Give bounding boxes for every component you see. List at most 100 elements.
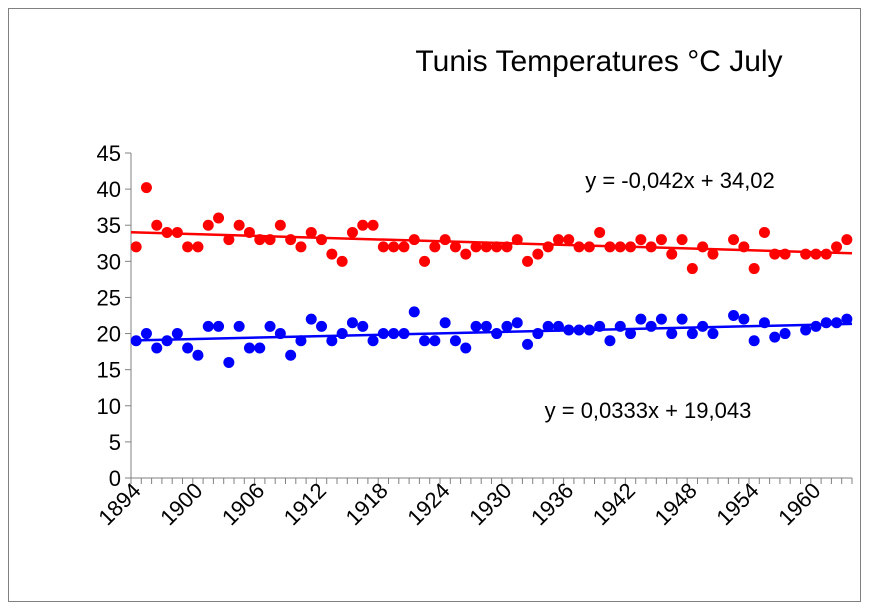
data-point-blue (130, 335, 142, 347)
data-point-blue (367, 335, 379, 347)
y-tick-label: 25 (97, 285, 121, 310)
data-point-blue (645, 320, 657, 332)
data-point-blue (841, 313, 853, 325)
data-point-blue (213, 320, 225, 332)
data-point-red (140, 182, 152, 194)
data-point-red (367, 219, 379, 231)
data-point-red (676, 234, 688, 246)
data-point-blue (470, 320, 482, 332)
data-point-blue (625, 328, 637, 340)
data-point-red (552, 234, 564, 246)
data-point-red (655, 234, 667, 246)
data-point-blue (388, 328, 400, 340)
data-point-blue (573, 324, 585, 336)
data-point-red (707, 248, 719, 260)
data-point-blue (326, 335, 338, 347)
data-point-red (501, 241, 513, 253)
data-point-blue (604, 335, 616, 347)
x-tick-label: 1948 (650, 478, 702, 530)
data-point-red (491, 241, 503, 253)
data-point-blue (182, 342, 194, 354)
data-point-blue (563, 324, 575, 336)
x-tick-label: 1900 (155, 478, 207, 530)
data-point-blue (728, 310, 740, 321)
data-point-red (820, 248, 832, 260)
data-point-red (182, 241, 194, 253)
data-point-red (336, 255, 348, 267)
data-point-red (223, 234, 235, 246)
data-points (130, 182, 853, 368)
data-point-blue (831, 317, 843, 329)
data-point-red (686, 263, 698, 275)
data-point-blue (583, 324, 595, 336)
data-point-red (563, 234, 575, 246)
data-point-red (697, 241, 709, 253)
x-tick-label: 1906 (217, 478, 269, 530)
data-point-blue (552, 320, 564, 332)
data-point-red (161, 226, 173, 238)
x-tick-label: 1918 (341, 478, 393, 530)
data-point-blue (316, 320, 328, 332)
y-axis-ticks: 0 5 10 15 20 25 30 35 40 45 (97, 141, 131, 491)
data-point-red (800, 248, 812, 260)
y-tick-label: 15 (97, 358, 121, 383)
data-point-red (243, 226, 255, 238)
data-point-red (542, 241, 554, 253)
data-point-red (151, 219, 163, 231)
data-point-blue (738, 313, 750, 325)
data-point-red (810, 248, 822, 260)
data-point-blue (274, 328, 286, 340)
data-point-red (254, 234, 266, 246)
data-point-blue (511, 317, 523, 329)
y-tick-label: 0 (109, 466, 121, 491)
data-point-blue (192, 349, 204, 361)
data-point-red (233, 219, 245, 231)
data-point-blue (594, 320, 606, 332)
data-point-blue (223, 356, 235, 368)
data-point-red (614, 241, 626, 253)
data-point-red (460, 248, 472, 260)
data-point-red (449, 241, 461, 253)
data-point-blue (686, 328, 698, 340)
data-point-blue (429, 335, 441, 347)
data-point-blue (748, 335, 760, 347)
data-point-blue (254, 342, 266, 354)
y-tick-label: 10 (97, 394, 121, 419)
x-tick-label: 1894 (93, 478, 145, 530)
data-point-blue (336, 328, 348, 340)
data-point-red (635, 234, 647, 246)
data-point-blue (449, 335, 461, 347)
data-point-red (573, 241, 585, 253)
data-point-red (346, 226, 358, 238)
data-point-blue (542, 320, 554, 332)
data-point-red (192, 241, 204, 253)
y-tick-label: 35 (97, 213, 121, 238)
data-point-blue (233, 320, 245, 332)
data-point-red (779, 248, 791, 260)
data-point-blue (377, 328, 389, 340)
data-point-blue (408, 306, 420, 318)
data-point-red (130, 241, 142, 253)
y-tick-label: 40 (97, 177, 121, 202)
data-point-red (264, 234, 276, 246)
data-point-red (769, 248, 781, 260)
data-point-blue (346, 317, 358, 329)
x-tick-label: 1912 (279, 478, 331, 530)
data-point-blue (264, 320, 276, 332)
y-tick-label: 45 (97, 141, 121, 166)
x-tick-label: 1924 (402, 478, 454, 530)
data-point-blue (243, 342, 255, 354)
data-point-blue (758, 317, 770, 329)
y-tick-label: 20 (97, 322, 121, 347)
data-point-red (831, 241, 843, 253)
data-point-red (429, 241, 441, 253)
data-point-red (316, 234, 328, 246)
data-point-red (748, 263, 760, 275)
data-point-blue (810, 320, 822, 332)
data-point-blue (769, 331, 781, 343)
y-tick-label: 5 (109, 430, 121, 455)
x-tick-label: 1942 (588, 478, 640, 530)
data-point-blue (285, 349, 297, 361)
data-point-blue (532, 328, 544, 340)
